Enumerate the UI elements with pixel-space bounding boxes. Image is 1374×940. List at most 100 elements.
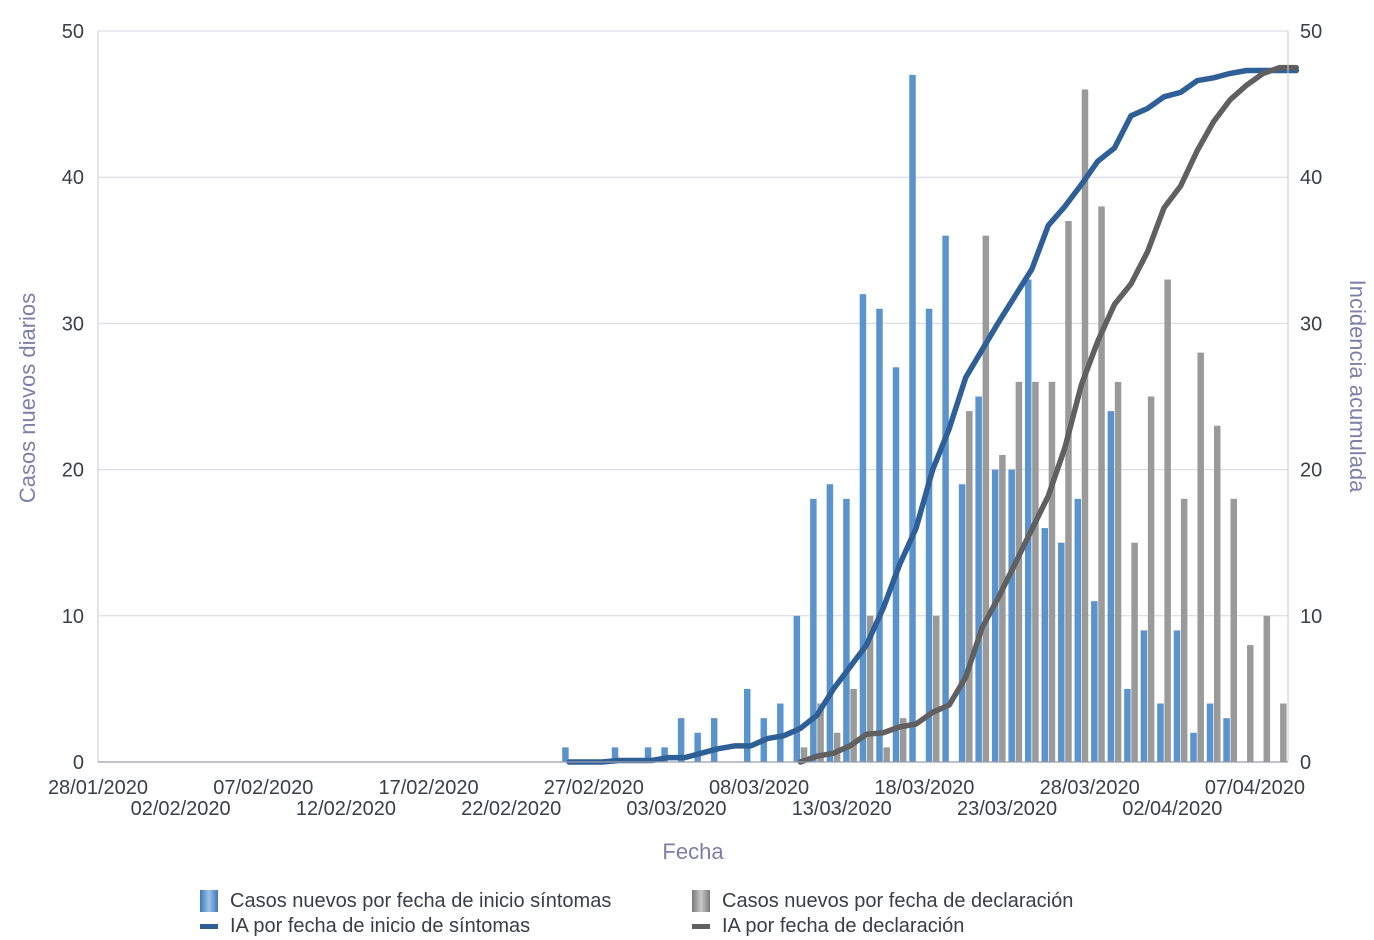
legend-label-declaration-bars: Casos nuevos por fecha de declaración	[722, 889, 1074, 912]
bar-declaration	[1065, 221, 1072, 762]
y-tick-label-left: 20	[62, 460, 84, 482]
legend-swatch-declaration-line	[692, 923, 710, 929]
bar-onset	[1157, 703, 1164, 762]
x-tick-label: 08/03/2020	[709, 777, 809, 799]
bar-onset	[1107, 411, 1115, 762]
y-tick-label-right: 50	[1300, 21, 1322, 43]
bar-onset	[1024, 279, 1032, 762]
y-tick-label-left: 40	[62, 167, 84, 189]
bar-declaration	[966, 411, 973, 762]
bar-declaration	[1098, 206, 1105, 762]
bar-onset	[810, 498, 817, 762]
bar-onset	[975, 396, 982, 762]
x-tick-label: 28/01/2020	[48, 777, 148, 799]
bar-declaration	[1147, 396, 1155, 762]
bar-onset	[826, 484, 834, 762]
bar-onset	[843, 498, 850, 762]
bar-onset	[876, 308, 883, 762]
lines	[566, 64, 1300, 765]
bar-onset	[859, 294, 867, 762]
bar-onset	[1190, 732, 1197, 762]
bar-declaration	[1230, 498, 1238, 762]
bar-onset	[644, 747, 652, 762]
bar-onset	[710, 718, 718, 762]
y-tick-label-left: 50	[62, 21, 84, 43]
y-tick-label-right: 10	[1300, 606, 1322, 628]
x-tick-label: 02/02/2020	[131, 798, 231, 820]
bar-declaration	[1015, 381, 1023, 762]
legend-swatch-onset-bars	[200, 890, 218, 912]
bar-onset	[562, 747, 569, 762]
bar-declaration	[999, 454, 1006, 762]
y-axis-left-title: Casos nuevos diarios	[15, 293, 40, 503]
bar-onset	[694, 732, 701, 762]
bar-declaration	[1280, 703, 1287, 762]
y-tick-label-right: 20	[1300, 460, 1322, 482]
bar-declaration	[1247, 645, 1254, 762]
bar-declaration	[982, 235, 990, 762]
bar-onset	[1223, 718, 1230, 762]
x-tick-label: 12/02/2020	[296, 798, 396, 820]
bar-onset	[991, 469, 999, 762]
bar-declaration	[1081, 89, 1089, 763]
x-tick-label: 23/03/2020	[957, 798, 1057, 820]
y-tick-label-left: 0	[73, 752, 84, 774]
bar-onset	[1173, 630, 1181, 762]
line-ia-onset	[566, 67, 1300, 765]
axes	[97, 31, 1289, 763]
x-tick-label: 13/03/2020	[792, 798, 892, 820]
legend-item-onset-line: IA por fecha de inicio de síntomas	[200, 914, 530, 938]
x-tick-label: 22/02/2020	[461, 798, 561, 820]
bar-onset	[743, 688, 751, 762]
bar-onset	[677, 718, 685, 762]
bar-declaration	[899, 718, 907, 762]
bar-onset	[1041, 528, 1048, 762]
legend-item-declaration-line: IA por fecha de declaración	[692, 914, 964, 938]
bar-declaration	[883, 747, 890, 762]
bar-onset	[1140, 630, 1148, 762]
legend-swatch-declaration-bars	[692, 890, 710, 912]
legend-label-onset-line: IA por fecha de inicio de síntomas	[230, 914, 531, 937]
x-tick-label: 07/04/2020	[1205, 777, 1305, 799]
bar-onset	[892, 367, 900, 762]
x-tick-label: 07/02/2020	[213, 777, 313, 799]
legend-item-onset-bars: Casos nuevos por fecha de inicio síntoma…	[200, 889, 611, 913]
legend-swatch-onset-line	[200, 923, 218, 929]
x-axis-title: Fecha	[662, 839, 724, 864]
bar-declaration	[1032, 381, 1039, 762]
x-tick-label: 02/04/2020	[1122, 798, 1222, 820]
bar-declaration	[817, 703, 824, 762]
bar-onset	[1008, 469, 1015, 762]
x-tick-label: 03/03/2020	[626, 798, 726, 820]
bar-onset	[611, 747, 619, 762]
bar-onset	[925, 308, 933, 762]
bar-onset	[793, 615, 801, 762]
bar-declaration	[1263, 615, 1271, 762]
line-ia-declaration	[797, 64, 1300, 765]
bar-onset	[1091, 601, 1098, 762]
chart: 0 0 10 10 20 20 30 30 40 40 50 50 28/01/202002/02/20…	[15, 21, 1370, 864]
legend-item-declaration-bars: Casos nuevos por fecha de declaración	[692, 889, 1073, 913]
legend-label-declaration-line: IA por fecha de declaración	[722, 914, 965, 937]
y-tick-label-left: 30	[62, 313, 84, 335]
bar-declaration	[1213, 425, 1221, 762]
y-tick-label-left: 10	[62, 606, 84, 628]
legend: Casos nuevos por fecha de inicio síntoma…	[200, 887, 1200, 939]
legend-label-onset-bars: Casos nuevos por fecha de inicio síntoma…	[230, 889, 612, 912]
tick-labels: 0 0 10 10 20 20 30 30 40 40 50 50 28/01/202002/02/20…	[48, 21, 1322, 820]
y-tick-label-right: 40	[1300, 167, 1322, 189]
bar-onset	[661, 747, 668, 762]
bar-declaration	[933, 615, 940, 762]
bar-onset	[942, 235, 949, 762]
bar-onset	[909, 74, 916, 763]
x-tick-label: 17/02/2020	[379, 777, 479, 799]
x-tick-label: 27/02/2020	[544, 777, 644, 799]
bar-declaration	[1164, 279, 1171, 762]
bar-onset	[1074, 498, 1082, 762]
bars	[562, 74, 1287, 763]
bar-onset	[777, 703, 784, 762]
bar-declaration	[1114, 381, 1122, 762]
bar-onset	[1058, 542, 1065, 762]
bar-declaration	[850, 688, 857, 762]
bar-declaration	[833, 732, 841, 762]
